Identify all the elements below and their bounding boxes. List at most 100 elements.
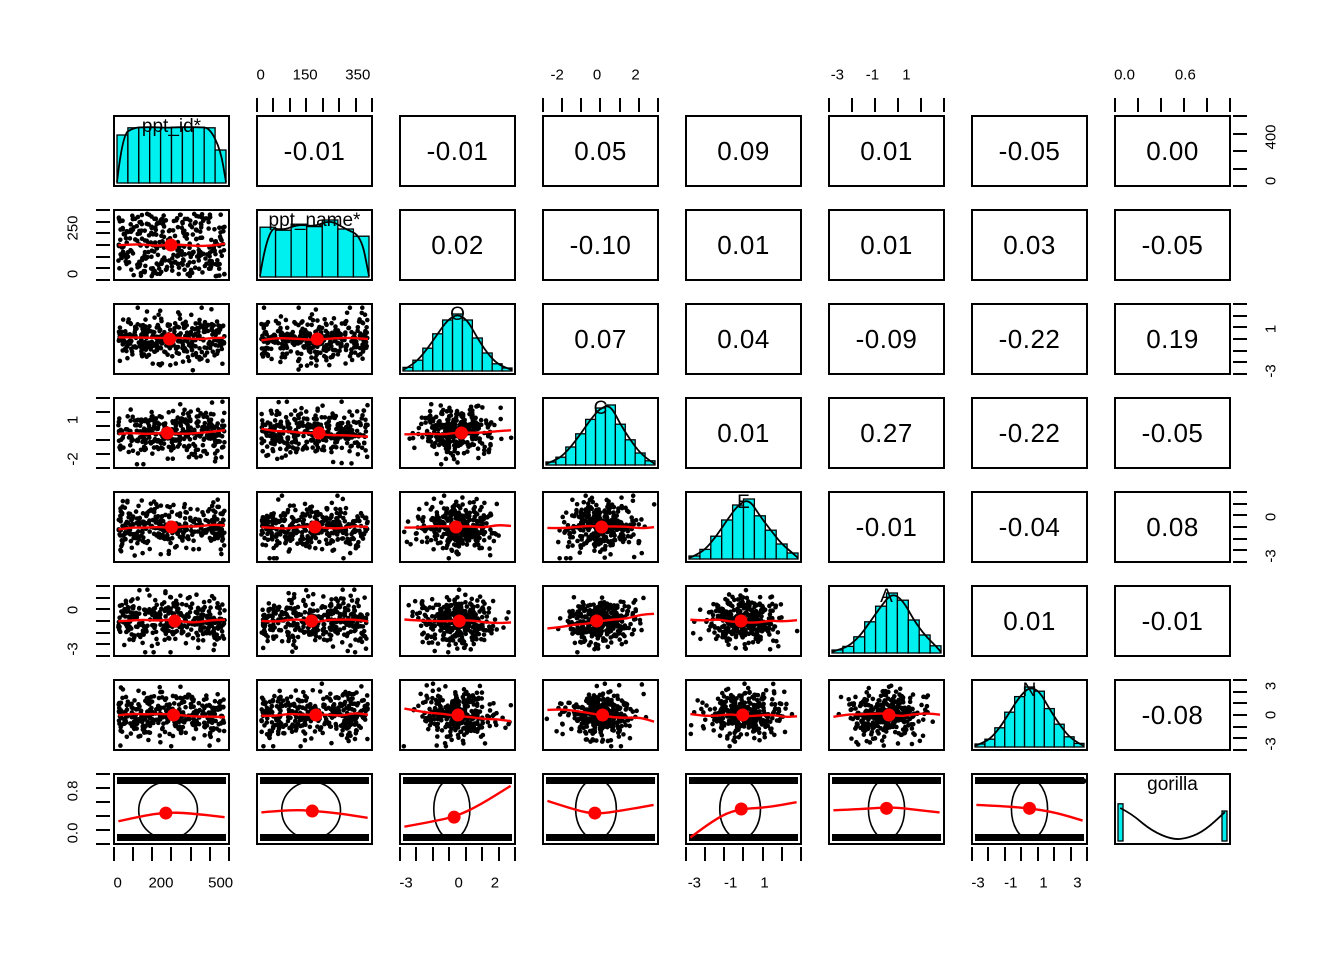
diag-hist-ppt-id: ppt_id* [113,115,230,187]
axis-tick [1233,702,1247,705]
correlation-value: 0.05 [574,135,627,166]
scatter-svg [833,683,941,748]
axis-tick [723,847,726,861]
scatter-e-vs-c [542,491,659,563]
scatter-svg [547,595,655,655]
scatter-o-vs-ppt-name [256,303,373,375]
axis-tick [656,98,659,112]
center-dot [305,614,319,628]
axis-tick [227,847,230,861]
corr-e-x-gorilla: 0.08 [1114,491,1231,563]
corr-o-x-e: 0.04 [685,303,802,375]
axis-tick [96,596,110,599]
diag-hist-e: E [685,491,802,563]
axis-tick [513,847,516,861]
loess-line [976,803,1083,822]
axis-tick-label: 0 [454,874,463,892]
axis-tick [288,98,291,112]
scatter-n-vs-e [685,679,802,751]
center-dot [159,806,173,820]
axis-tick-label: -3 [1262,549,1280,563]
correlation-value: 0.04 [717,323,770,354]
correlation-value: 0.09 [717,135,770,166]
axis-tick [799,847,802,861]
axis-tick [542,98,544,112]
center-dot [455,426,469,440]
corr-c-x-gorilla: -0.05 [1114,397,1231,469]
axis-tick [96,209,110,211]
axis-tick [742,847,745,861]
histogram-bars [688,498,799,560]
scatter-svg [404,587,512,655]
scatter-svg [259,493,370,561]
scatter-svg [547,493,657,561]
axis-tick [1233,679,1247,681]
correlation-value: 0.01 [717,417,770,448]
rug-bands [689,777,798,841]
axis-tick [96,585,110,587]
corr-o-x-n: -0.22 [971,303,1088,375]
axis-tick [132,847,135,861]
axis-tick [189,847,192,861]
axis-tick [580,98,583,112]
axis-tick-label: -1 [1004,874,1018,892]
histogram-svg [688,498,799,560]
center-dot [880,801,893,815]
corr-ppt-id-x-a: 0.01 [828,115,945,187]
histogram-bars [116,126,227,184]
axis-tick [96,787,110,789]
axis-tick-label: -2 [550,66,564,84]
axis-tick [96,815,110,817]
axis-tick [1036,847,1039,861]
corr-c-x-a: 0.27 [828,397,945,469]
axis-tick [1233,491,1247,493]
axis-tick [305,98,308,112]
axis-tick [170,847,173,861]
scatter-svg [546,777,655,841]
center-dot [447,810,461,824]
axis-tick [96,643,110,646]
axis-tick [637,98,640,112]
axis-tick [448,847,451,861]
axis-tick [1233,549,1247,552]
right-axis-ticks-row5 [1233,491,1248,563]
correlation-value: 0.01 [717,229,770,260]
axis-tick [208,847,211,861]
correlation-value: -0.01 [1141,605,1204,636]
scatter-svg [688,681,798,749]
axis-tick [151,847,154,861]
axis-tick [96,631,110,634]
axis-tick [415,847,418,861]
axis-tick [1233,349,1247,352]
correlation-ellipse [432,778,471,840]
scatter-svg [259,587,370,655]
axis-tick [1233,185,1247,187]
axis-tick [321,98,324,112]
corr-n-x-gorilla: -0.08 [1114,679,1231,751]
corr-e-x-n: -0.04 [971,491,1088,563]
scatter-points [259,681,370,749]
axis-tick-label: 250 [64,215,82,241]
correlation-value: -0.22 [998,323,1061,354]
correlation-value: -0.01 [283,135,346,166]
scatter-o-vs-ppt-id [113,303,230,375]
center-dot [167,708,181,722]
axis-tick [1233,361,1247,364]
scatter-points [555,595,646,655]
scatter-svg [116,305,227,373]
diag-hist-a: A [828,585,945,657]
axis-tick-label: 3 [1073,874,1082,892]
correlation-value: -0.01 [855,511,918,542]
scatter-a-vs-e [685,585,802,657]
axis-tick [851,98,853,112]
bottom-axis-ticks-col3 [399,847,516,862]
scatter-svg [403,777,512,841]
scatter-gorilla-vs-o [399,773,516,845]
correlation-value: -0.05 [1141,417,1204,448]
axis-tick [431,847,434,861]
density-curve [974,687,1085,747]
scatter-e-vs-ppt-name [256,491,373,563]
center-dot [165,520,179,534]
axis-tick-label: 0 [64,269,82,278]
center-dot [309,708,323,722]
